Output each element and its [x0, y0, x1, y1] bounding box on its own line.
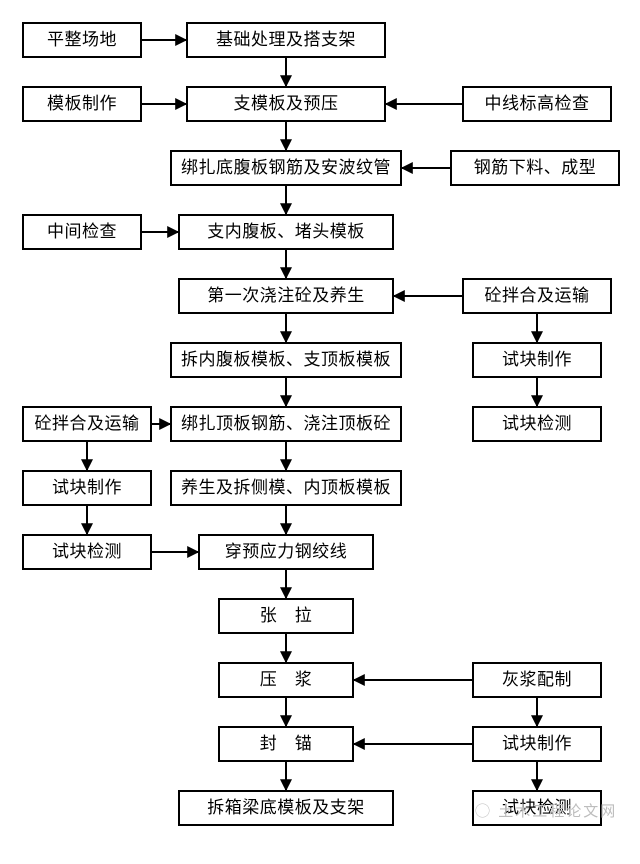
wechat-icon: ◯ — [475, 803, 492, 820]
flow-node-n_inner_form: 支内腹板、堵头模板 — [178, 214, 394, 250]
watermark: ◯ 土木工程论文网 — [475, 800, 617, 821]
flow-node-n_seal: 封 锚 — [218, 726, 354, 762]
flow-node-n_grout: 压 浆 — [218, 662, 354, 698]
flow-node-n_tie_bottom: 绑扎底腹板钢筋及安波纹管 — [170, 150, 402, 186]
flow-node-n_remove_box: 拆箱梁底模板及支架 — [178, 790, 394, 826]
flow-node-n_tension: 张 拉 — [218, 598, 354, 634]
flow-node-n_block_make_r: 试块制作 — [472, 342, 602, 378]
watermark-text: 土木工程论文网 — [498, 803, 617, 820]
flow-node-n_block_make_l: 试块制作 — [22, 470, 152, 506]
flow-node-n_centerline: 中线标高检查 — [462, 86, 612, 122]
flowchart-canvas: 平整场地 基础处理及搭支架模板制作 支模板及预压 中线标高检查绑扎底腹板钢筋及安波纹管… — [0, 0, 640, 864]
flow-node-n_mix_l: 砼拌合及运输 — [22, 406, 152, 442]
flow-node-n_cure: 养生及拆侧模、内顶板模板 — [170, 470, 402, 506]
flow-node-n_block_test_r: 试块检测 — [472, 406, 602, 442]
flow-node-n_block_test_l: 试块检测 — [22, 534, 152, 570]
flow-node-n_remove_in: 拆内腹板模板、支顶板模板 — [170, 342, 402, 378]
flow-node-n_block_make2: 试块制作 — [472, 726, 602, 762]
flow-node-n_tie_top: 绑扎顶板钢筋、浇注顶板砼 — [170, 406, 402, 442]
flow-node-n_form_make: 模板制作 — [22, 86, 142, 122]
flow-node-n_rebar_cut: 钢筋下料、成型 — [450, 150, 620, 186]
flow-node-n_mid_check: 中间检查 — [22, 214, 142, 250]
flow-node-n_form_pre: 支模板及预压 — [186, 86, 386, 122]
flow-node-n_pour1: 第一次浇注砼及养生 — [178, 278, 394, 314]
flow-node-n_found: 基础处理及搭支架 — [186, 22, 386, 58]
flow-node-n_thread: 穿预应力钢绞线 — [198, 534, 374, 570]
flow-node-n_level: 平整场地 — [22, 22, 142, 58]
flow-node-n_mix_r: 砼拌合及运输 — [462, 278, 612, 314]
flow-node-n_grout_mix: 灰浆配制 — [472, 662, 602, 698]
